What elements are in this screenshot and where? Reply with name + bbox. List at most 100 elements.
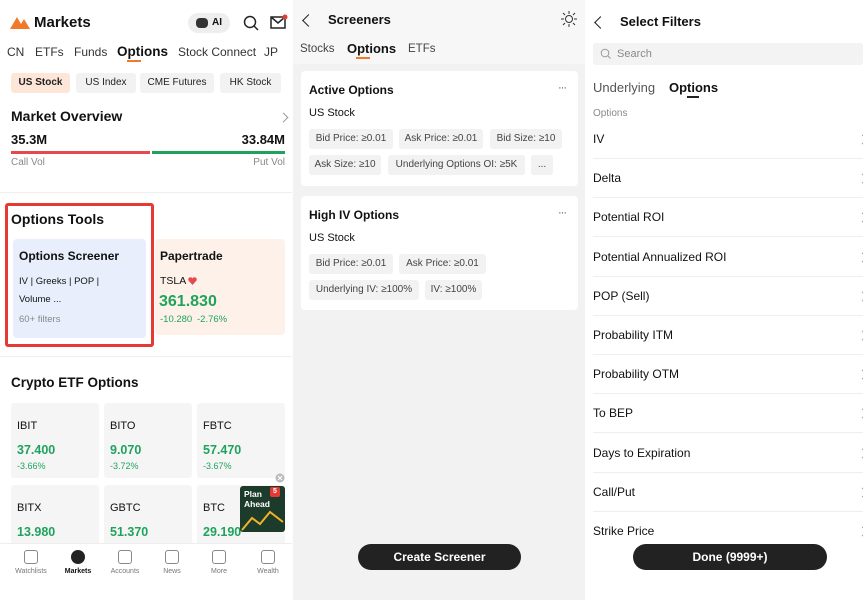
button-label: Create Screener bbox=[393, 550, 486, 564]
symbol: TSLA bbox=[160, 275, 187, 287]
card-title: Papertrade bbox=[160, 249, 223, 263]
nav-icon[interactable] bbox=[118, 550, 132, 564]
change: -3.67% bbox=[203, 461, 232, 471]
divider bbox=[0, 356, 292, 357]
change-pct: -2.76% bbox=[197, 314, 228, 325]
section-label: Options bbox=[593, 108, 628, 119]
tab[interactable]: ETFs bbox=[35, 45, 64, 59]
divider bbox=[593, 393, 863, 395]
more-icon: ··· bbox=[558, 82, 567, 94]
tab[interactable]: Options bbox=[117, 44, 168, 59]
card-title: Active Options bbox=[309, 83, 394, 97]
filter-chip: IV: ≥100% bbox=[425, 280, 482, 300]
tab[interactable]: Stock Connect bbox=[178, 45, 257, 59]
filter-name: Delta bbox=[593, 171, 622, 186]
nav-icon[interactable] bbox=[261, 550, 275, 564]
tab[interactable]: CN bbox=[7, 45, 25, 59]
price: 9.070 bbox=[110, 443, 142, 457]
divider bbox=[593, 354, 863, 355]
call-bar bbox=[11, 151, 150, 154]
nav-label[interactable]: More bbox=[211, 568, 227, 575]
card-text: Volume ... bbox=[19, 294, 62, 305]
filter-chip: Bid Size: ≥10 bbox=[490, 129, 562, 149]
theme-icon[interactable] bbox=[561, 11, 577, 27]
card-title: High IV Options bbox=[309, 208, 399, 222]
filter-name: Days to Expiration bbox=[593, 445, 691, 460]
tab[interactable]: Underlying bbox=[593, 80, 656, 95]
filter-chip[interactable]: CME Futures bbox=[140, 73, 214, 93]
nav-icon[interactable] bbox=[165, 550, 179, 564]
divider bbox=[593, 275, 863, 277]
more-icon: ··· bbox=[558, 207, 567, 219]
tab[interactable]: Options bbox=[669, 80, 719, 95]
nav-label[interactable]: Accounts bbox=[110, 568, 140, 575]
etf-card[interactable] bbox=[11, 403, 99, 478]
nav-icon[interactable] bbox=[212, 550, 226, 564]
market: US Stock bbox=[309, 232, 355, 244]
filter-name: Potential Annualized ROI bbox=[593, 249, 727, 264]
filter-name: Probability OTM bbox=[593, 367, 680, 382]
filter-chip[interactable]: US Index bbox=[76, 73, 136, 93]
filter-row[interactable] bbox=[586, 158, 863, 197]
search-icon bbox=[600, 48, 611, 59]
create-button[interactable] bbox=[358, 544, 521, 570]
etf-card[interactable] bbox=[197, 403, 285, 478]
app-title: Markets bbox=[34, 14, 91, 31]
nav-label[interactable]: Wealth bbox=[257, 568, 279, 575]
close-icon[interactable] bbox=[275, 473, 285, 483]
ai-button[interactable] bbox=[188, 13, 230, 33]
promo-badge: 5 bbox=[270, 487, 280, 497]
tab[interactable]: Funds bbox=[74, 45, 108, 59]
filter-chip: ... bbox=[531, 155, 553, 175]
mail-icon[interactable] bbox=[270, 14, 288, 30]
filter-name: Probability ITM bbox=[593, 328, 674, 342]
divider bbox=[593, 432, 863, 434]
symbol: BTC bbox=[203, 502, 225, 514]
done-button[interactable] bbox=[633, 544, 827, 570]
filter-chip: Underlying Options OI: ≥5K bbox=[388, 155, 525, 175]
search-icon[interactable] bbox=[243, 15, 259, 31]
tab[interactable]: ETFs bbox=[408, 43, 436, 55]
tab[interactable]: Stocks bbox=[300, 43, 335, 55]
tab[interactable]: JP bbox=[264, 45, 279, 59]
etf-card[interactable] bbox=[11, 485, 99, 545]
page-title: Select Filters bbox=[620, 14, 701, 29]
section-title: Options Tools bbox=[11, 211, 105, 227]
nav-label[interactable]: News bbox=[163, 568, 181, 575]
symbol: BITX bbox=[17, 502, 42, 514]
filter-chip: Underlying IV: ≥100% bbox=[309, 280, 419, 300]
etf-card[interactable] bbox=[104, 485, 192, 545]
put-label: Put Vol bbox=[253, 157, 285, 168]
put-volume: 33.84M bbox=[241, 132, 285, 147]
filter-row[interactable] bbox=[586, 119, 863, 158]
divider bbox=[593, 510, 863, 512]
filter-chip[interactable]: HK Stock bbox=[220, 73, 281, 93]
change: -3.66% bbox=[17, 461, 46, 471]
filter-chip[interactable]: US Stock bbox=[11, 73, 70, 93]
filter-chip: Ask Price: ≥0.01 bbox=[399, 129, 483, 149]
nav-label[interactable]: Markets bbox=[64, 568, 92, 575]
button-label: Done (9999+) bbox=[692, 550, 768, 564]
filter-name: POP (Sell) bbox=[593, 288, 650, 303]
filter-chip: Ask Size: ≥10 bbox=[309, 155, 381, 175]
nav-icon[interactable] bbox=[71, 550, 85, 564]
nav-label[interactable]: Watchlists bbox=[15, 568, 47, 575]
papertrade-card[interactable] bbox=[155, 239, 285, 335]
highlight-box bbox=[5, 203, 154, 347]
divider bbox=[593, 236, 863, 238]
price: 13.980 bbox=[17, 525, 56, 539]
back-button[interactable] bbox=[594, 16, 607, 29]
screener-card[interactable] bbox=[13, 239, 146, 338]
search-box[interactable] bbox=[593, 43, 863, 65]
nav-icon[interactable] bbox=[24, 550, 38, 564]
search-placeholder: Search bbox=[617, 48, 652, 60]
change: -10.280 bbox=[160, 314, 193, 325]
ai-icon bbox=[196, 18, 208, 28]
price: 361.830 bbox=[159, 293, 217, 310]
market: US Stock bbox=[309, 107, 355, 119]
filter-name: Potential ROI bbox=[593, 210, 665, 225]
header bbox=[293, 0, 585, 64]
tab[interactable]: Options bbox=[347, 41, 397, 56]
screeners-panel: Screeners Stocks Options ETFs Active Optio… bbox=[293, 0, 585, 600]
etf-card[interactable] bbox=[104, 403, 192, 478]
